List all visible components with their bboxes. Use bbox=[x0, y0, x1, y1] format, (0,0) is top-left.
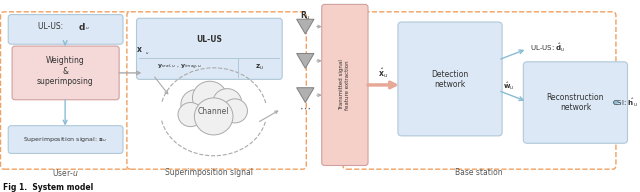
FancyBboxPatch shape bbox=[127, 12, 307, 169]
Text: UL-US:: UL-US: bbox=[38, 22, 68, 31]
Text: $\hat{\mathbf{x}}$$_u$: $\hat{\mathbf{x}}$$_u$ bbox=[378, 66, 388, 80]
Text: Fig 1.  System model: Fig 1. System model bbox=[3, 183, 93, 192]
Text: Channel: Channel bbox=[198, 107, 229, 116]
Text: $_u$: $_u$ bbox=[85, 26, 90, 32]
Text: Weighting
&
superimposing: Weighting & superimposing bbox=[36, 56, 93, 86]
Circle shape bbox=[178, 103, 203, 127]
Text: $\mathbf{R}$$_u$: $\mathbf{R}$$_u$ bbox=[300, 10, 311, 22]
FancyBboxPatch shape bbox=[136, 18, 282, 79]
Text: $\mathbf{z}$$_u$: $\mathbf{z}$$_u$ bbox=[255, 63, 264, 72]
Polygon shape bbox=[297, 88, 314, 103]
Text: $\cdots$: $\cdots$ bbox=[300, 103, 311, 113]
Text: Superimposition signal: Superimposition signal bbox=[165, 168, 253, 177]
FancyBboxPatch shape bbox=[398, 22, 502, 136]
Text: Superimposition signal: $\mathbf{s}$$_u$: Superimposition signal: $\mathbf{s}$$_u$ bbox=[23, 135, 107, 144]
Text: $\hat{\mathbf{w}}$$_u$: $\hat{\mathbf{w}}$$_u$ bbox=[503, 80, 515, 92]
Polygon shape bbox=[297, 19, 314, 34]
Ellipse shape bbox=[185, 98, 243, 126]
Text: Reconstruction
network: Reconstruction network bbox=[547, 93, 604, 112]
Text: $\mathbf{y}_{real,u}$ , $\mathbf{y}_{imag,u}$: $\mathbf{y}_{real,u}$ , $\mathbf{y}_{ima… bbox=[157, 63, 203, 72]
Text: User-$u$: User-$u$ bbox=[52, 167, 79, 178]
Circle shape bbox=[222, 99, 248, 123]
Circle shape bbox=[181, 90, 212, 119]
Text: $\mathbf{d}$: $\mathbf{d}$ bbox=[77, 21, 85, 32]
Polygon shape bbox=[297, 53, 314, 68]
FancyBboxPatch shape bbox=[322, 4, 368, 166]
FancyBboxPatch shape bbox=[12, 46, 119, 100]
FancyBboxPatch shape bbox=[1, 12, 131, 169]
Text: Base station: Base station bbox=[455, 168, 503, 177]
Circle shape bbox=[212, 89, 242, 116]
Text: UL-US: $\hat{\mathbf{d}}$$_u$: UL-US: $\hat{\mathbf{d}}$$_u$ bbox=[530, 42, 566, 54]
Circle shape bbox=[193, 81, 227, 115]
FancyBboxPatch shape bbox=[8, 126, 123, 153]
Text: $\mathbf{x}$: $\mathbf{x}$ bbox=[136, 45, 143, 54]
Text: Transmitted signal
feature extraction: Transmitted signal feature extraction bbox=[339, 60, 350, 110]
Text: CSI: $\hat{\mathbf{h}}$$_u$: CSI: $\hat{\mathbf{h}}$$_u$ bbox=[612, 96, 638, 109]
FancyBboxPatch shape bbox=[8, 15, 123, 44]
Text: $_u$: $_u$ bbox=[145, 51, 149, 57]
FancyBboxPatch shape bbox=[524, 62, 627, 143]
Polygon shape bbox=[143, 58, 163, 75]
Circle shape bbox=[195, 98, 233, 135]
Text: UL-US: UL-US bbox=[196, 35, 222, 44]
FancyBboxPatch shape bbox=[343, 12, 616, 169]
Text: Detection
network: Detection network bbox=[431, 70, 468, 89]
